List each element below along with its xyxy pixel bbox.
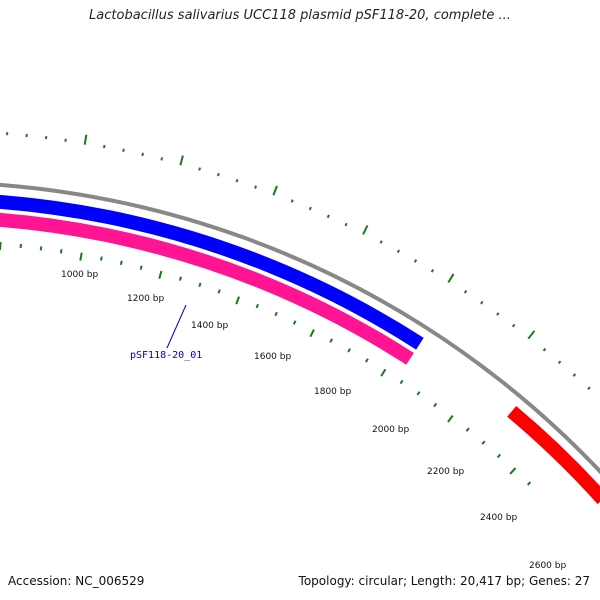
ruler-tick [59,249,63,254]
ruler-tick [481,440,486,445]
outer-ruler-tick [496,312,500,316]
ruler-label: 1000 bp [61,270,98,280]
outer-ruler-tick [160,157,164,161]
ruler-tick [496,453,502,459]
outer-ruler-tick [290,199,294,203]
outer-ruler-tick [527,330,536,340]
ruler-tick [139,265,143,270]
ruler-tick [79,252,83,261]
outer-ruler-tick [587,386,591,390]
outer-ruler-tick [362,225,369,235]
outer-ruler-tick [272,185,278,196]
ruler-tick [0,241,2,251]
ruler-tick [380,368,387,377]
ruler-labels: 1000 bp 1200 bp 1400 bp 1600 bp 1800 bp 2000 … [61,270,566,571]
outer-ruler-tick [326,214,330,219]
ruler-tick [178,276,183,281]
outer-ruler-tick [103,144,106,149]
ruler-tick [416,391,421,396]
ruler-tick [399,379,404,385]
outer-ruler-tick [179,155,184,166]
ruler-label: 2000 bp [372,425,409,435]
ruler-tick [447,415,454,423]
outer-ruler-tick [141,152,144,157]
outer-ruler-tick [463,289,468,294]
outer-ruler-tick [396,249,401,254]
ruler-label: 1600 bp [254,352,291,362]
ruler-tick [526,481,532,486]
outer-tick-ring [6,132,591,390]
gene-arc-red[interactable] [507,406,600,505]
ruler-tick [465,427,470,432]
gene-label-leader [166,304,187,349]
plasmid-backbone [0,182,600,475]
forward-strand-gene[interactable] [0,194,424,350]
inner-tick-ring [0,241,532,486]
ruler-tick [309,329,315,338]
map-title: Lactobacillus salivarius UCC118 plasmid … [89,8,511,23]
outer-ruler-tick [379,240,383,244]
outer-ruler-tick [572,373,577,377]
ruler-tick [347,348,352,353]
outer-ruler-tick [557,360,562,365]
ruler-tick [158,270,163,279]
ruler-tick [39,246,43,251]
outer-ruler-tick [198,167,201,171]
ruler-tick [509,467,517,475]
outer-ruler-tick [430,269,435,273]
outer-ruler-tick [122,148,125,152]
ruler-label: 2400 bp [480,513,517,523]
ruler-tick [255,303,259,309]
ruler-tick [433,402,438,408]
outer-ruler-tick [216,172,220,177]
ruler-tick [217,289,221,294]
outer-ruler-tick [447,273,455,283]
outer-ruler-tick [480,300,484,305]
ruler-tick [365,358,369,363]
topology-summary-text: Topology: circular; Length: 20,417 bp; G… [298,574,590,588]
outer-ruler-tick [235,178,239,183]
outer-ruler-tick [254,185,258,189]
accession-text: Accession: NC_006529 [8,574,145,588]
ruler-tick [235,296,240,305]
outer-ruler-tick [542,347,547,352]
outer-ruler-tick [308,206,312,211]
ruler-tick [292,320,297,325]
ruler-tick [329,338,334,343]
ruler-label: 2200 bp [427,467,464,477]
ruler-label: 1200 bp [127,294,164,304]
ruler-label: 1800 bp [314,387,351,397]
gene-label-psf118-20-01[interactable]: pSF118-20_01 [130,350,202,361]
outer-ruler-tick [511,323,516,328]
ruler-tick [119,260,123,266]
outer-ruler-tick [83,134,88,145]
ruler-tick [100,256,103,261]
outer-ruler-tick [344,222,348,227]
reverse-strand-gene[interactable] [0,212,414,365]
ruler-label: 2600 bp [529,561,566,571]
ruler-label: 1400 bp [191,321,228,331]
outer-ruler-tick [413,259,418,263]
ruler-tick [198,282,202,288]
ruler-tick [274,311,278,317]
